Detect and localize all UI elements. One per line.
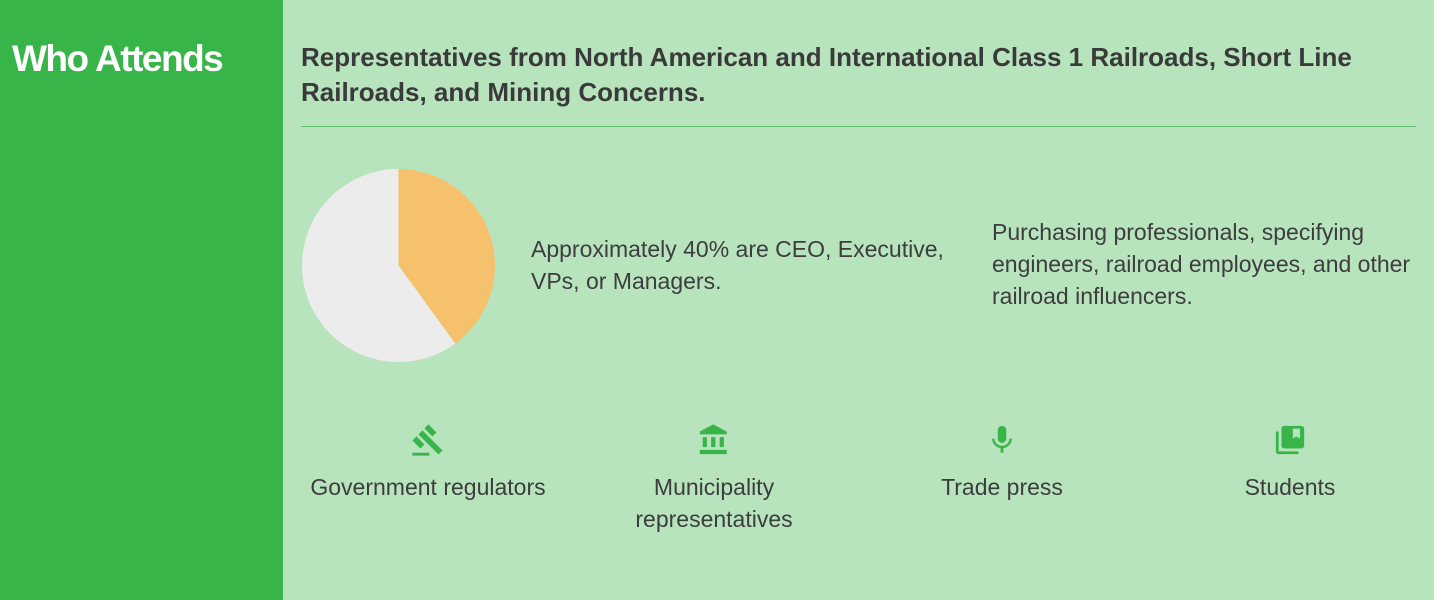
attendee-students: Students [1160, 423, 1420, 503]
main-content: Representatives from North American and … [283, 0, 1434, 600]
library-books-icon [1275, 425, 1305, 455]
sidebar-title: Who Attends [12, 38, 224, 79]
pie-slice-0 [398, 169, 495, 344]
attendee-label: Students [1244, 474, 1336, 500]
gavel-icon [412, 424, 443, 456]
attendee-label: Municipality representatives [635, 474, 793, 532]
pie-slice-1 [302, 169, 456, 362]
attendee-label: Government regulators [310, 474, 546, 500]
divider [301, 126, 1416, 127]
bank-building-icon [699, 424, 727, 455]
sidebar: Who Attends [0, 0, 283, 600]
attendee-government-regulators: Government regulators [298, 423, 558, 503]
attendee-label: Trade press [941, 474, 1063, 500]
attendee-municipality-representatives: Municipality representatives [584, 423, 844, 535]
attendee-trade-press: Trade press [872, 423, 1132, 503]
executive-share-pie-chart [302, 169, 495, 362]
attendee-roles-text: Purchasing professionals, specifying eng… [992, 219, 1411, 309]
microphone-icon [992, 425, 1012, 453]
page-headline: Representatives from North American and … [301, 42, 1352, 107]
executive-share-text: Approximately 40% are CEO, Executive, VP… [531, 236, 944, 294]
